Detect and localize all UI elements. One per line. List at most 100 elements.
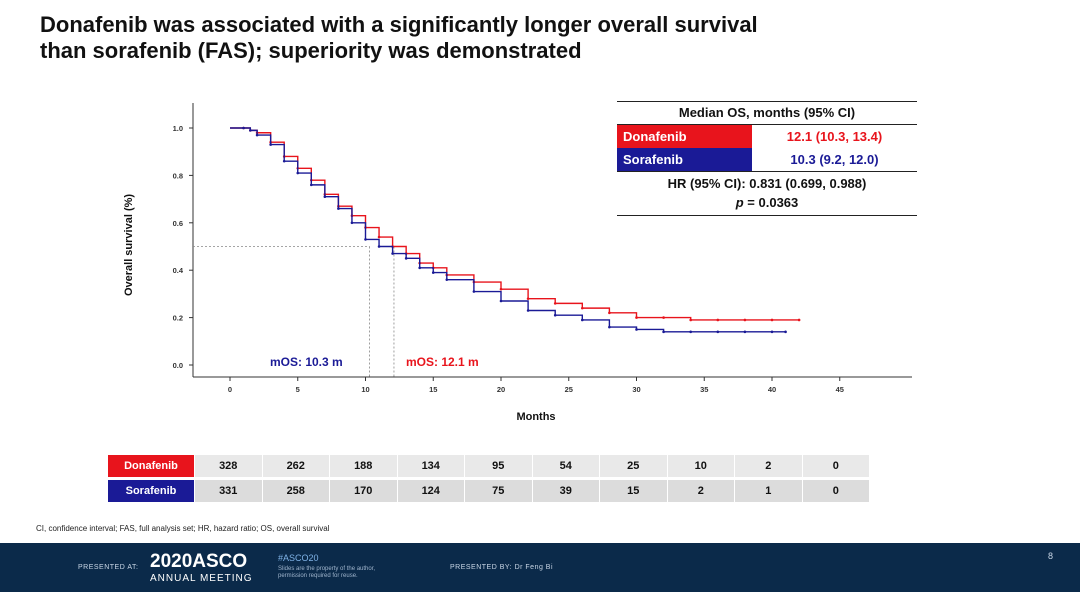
censor-point-sorafenib [337,207,340,210]
y-tick-label: 0.0 [173,361,183,370]
censor-point-donafenib [581,306,584,310]
number-at-risk-table: Donafenib 328 262 188 134 95 54 25 10 2 0 Sorafenib… [108,455,869,505]
censor-point-sorafenib [249,129,252,132]
footer-bar: PRESENTED AT: 2020ASCO ANNUAL MEETING #A… [0,543,1080,592]
median-os-row-sorafenib: Sorafenib 10.3 (9.2, 12.0) [617,148,917,171]
slides-property-note: Slides are the property of the author, p… [278,566,376,579]
risk-cell: 2 [666,480,734,502]
risk-cell: 54 [531,455,599,477]
risk-cell: 95 [464,455,532,477]
mos-label-donafenib: mOS: 12.1 m [406,355,479,369]
x-tick-label: 30 [632,385,640,394]
chart-curves [230,126,801,334]
median-os-name-donafenib: Donafenib [617,125,752,148]
censor-point-sorafenib [689,330,692,334]
risk-cell: 0 [801,480,869,502]
km-survival-chart: 0.0 0.2 0.4 0.6 0.8 1.0 0 5 10 15 20 25 30 35 40 45 Mont… [123,103,912,423]
x-tick-label: 5 [296,385,300,394]
risk-row-name: Donafenib [108,455,194,477]
censor-point-sorafenib [662,330,665,334]
risk-cell: 15 [599,480,667,502]
y-axis-label: Overall survival (%) [123,194,135,296]
risk-cell: 328 [194,455,262,477]
censor-point-sorafenib [499,299,503,303]
hazard-ratio-text: HR (95% CI): 0.831 (0.699, 0.988) [667,176,867,191]
risk-cell: 262 [261,455,329,477]
censor-point-donafenib [499,287,503,291]
censor-point-sorafenib [310,183,313,187]
annual-meeting-text: ANNUAL MEETING [150,573,253,584]
risk-cell: 2 [734,455,802,477]
risk-cell: 170 [329,480,397,502]
x-tick-label: 20 [497,385,505,394]
x-tick-label: 0 [228,385,232,394]
median-os-header: Median OS, months (95% CI) [617,102,917,125]
risk-row-sorafenib: Sorafenib 331 258 170 124 75 39 15 2 1 0 [108,480,869,502]
censor-point-sorafenib [581,318,584,322]
censor-point-sorafenib [526,309,530,312]
censor-point-sorafenib [716,330,720,334]
censor-point-sorafenib [391,252,394,255]
median-os-value-donafenib: 12.1 (10.3, 13.4) [752,125,917,148]
mos-label-sorafenib: mOS: 10.3 m [270,355,343,369]
median-os-row-donafenib: Donafenib 12.1 (10.3, 13.4) [617,125,917,148]
censor-point-sorafenib [350,221,354,225]
risk-cell: 25 [599,455,667,477]
censor-point-sorafenib [269,143,272,146]
title-line-1: Donafenib was associated with a signific… [40,12,758,37]
risk-cell: 1 [734,480,802,502]
censor-point-sorafenib [770,330,774,334]
risk-cell: 331 [194,480,262,502]
title-line-2: than sorafenib (FAS); superiority was de… [40,38,582,63]
risk-cell: 258 [261,480,329,502]
hazard-ratio-block: HR (95% CI): 0.831 (0.699, 0.988) p = 0.… [617,171,917,215]
x-axis-label: Months [516,411,555,423]
censor-point-sorafenib [553,313,557,317]
y-tick-label: 0.8 [173,171,183,180]
x-tick-label: 15 [429,385,437,394]
censor-point-sorafenib [255,133,259,137]
chart-labels: mOS: 10.3 m mOS: 12.1 m [270,355,479,369]
footnote: CI, confidence interval; FAS, full analy… [36,524,330,533]
censor-point-donafenib [797,318,801,322]
page-number: 8 [1048,551,1054,561]
censor-point-donafenib [635,316,638,319]
risk-cell: 124 [396,480,464,502]
censor-point-donafenib [662,316,665,319]
risk-cell: 134 [396,455,464,477]
asco-logo-text: 2020ASCO [150,551,248,572]
censor-point-sorafenib [635,328,638,331]
presented-at-label: PRESENTED AT: [78,564,139,571]
x-tick-label: 35 [700,385,708,394]
x-tick-label: 45 [836,385,844,394]
censor-point-donafenib [553,302,557,305]
censor-point-sorafenib [323,195,327,199]
censor-point-donafenib [608,311,611,315]
censor-point-sorafenib [296,171,300,175]
censor-point-sorafenib [784,330,787,334]
y-tick-label: 1.0 [173,124,183,133]
y-tick-label: 0.4 [173,266,184,275]
presented-by-label: PRESENTED BY: Dr Feng Bi [450,564,554,571]
censor-point-sorafenib [608,325,611,329]
censor-point-sorafenib [472,290,476,293]
censor-point-sorafenib [404,257,408,260]
censor-point-donafenib [743,318,747,322]
censor-point-sorafenib [377,245,381,248]
x-tick-label: 10 [361,385,369,394]
x-tick-label: 25 [565,385,573,394]
p-value-text: p = 0.0363 [617,193,917,212]
median-os-value-sorafenib: 10.3 (9.2, 12.0) [752,148,917,171]
censor-point-sorafenib [282,159,286,163]
p-label: p [735,195,744,210]
risk-cell: 39 [531,480,599,502]
censor-point-donafenib [689,318,692,322]
median-os-table: Median OS, months (95% CI) Donafenib 12.… [617,101,917,216]
censor-point-sorafenib [242,126,245,130]
censor-point-sorafenib [431,271,435,274]
p-value: = 0.0363 [743,195,799,210]
risk-cell: 75 [464,480,532,502]
censor-point-sorafenib [445,278,449,281]
chart-axes: 0.0 0.2 0.4 0.6 0.8 1.0 0 5 10 15 20 25 30 35 40 45 Mont… [123,103,912,423]
censor-point-donafenib [770,318,774,322]
